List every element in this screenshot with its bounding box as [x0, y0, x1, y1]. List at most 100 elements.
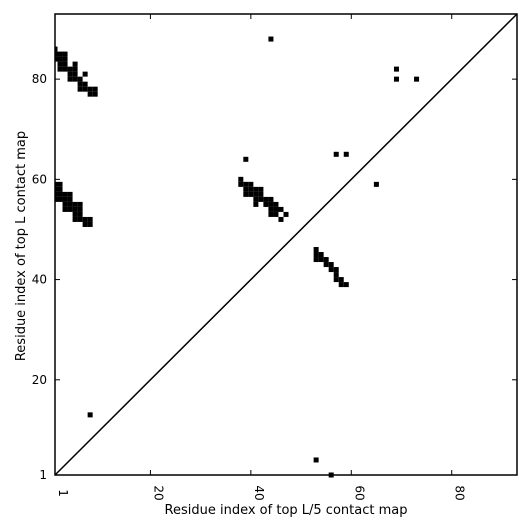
- contact-cell: [243, 181, 249, 187]
- contact-cell: [253, 196, 259, 202]
- y-tick-label: 20: [32, 373, 47, 387]
- contact-cell: [82, 86, 88, 92]
- contact-cell: [333, 151, 339, 157]
- contact-cell: [243, 156, 249, 162]
- y-tick-label: 1: [39, 468, 47, 482]
- contact-cell: [82, 216, 88, 222]
- x-tick-label: 20: [151, 485, 165, 500]
- contact-cell: [77, 216, 83, 222]
- contact-cell: [333, 277, 339, 283]
- contact-cell: [77, 81, 83, 87]
- contact-cell: [323, 257, 329, 263]
- contact-cell: [268, 201, 274, 207]
- y-axis-ticks: 1 20 40 60 80: [32, 72, 517, 482]
- plot-frame: [54, 13, 518, 476]
- contact-cell: [313, 252, 319, 258]
- contact-cell: [82, 221, 88, 227]
- contact-cell: [248, 191, 254, 197]
- contact-cell: [343, 282, 349, 288]
- contact-cell: [238, 176, 244, 182]
- contact-cell: [62, 196, 68, 202]
- contact-cell: [263, 196, 269, 202]
- contact-cell: [323, 262, 329, 268]
- contact-cell: [87, 216, 93, 222]
- contact-cell: [414, 76, 420, 82]
- contact-cells: [55, 36, 420, 478]
- contact-cell: [393, 76, 399, 82]
- contact-cell: [273, 201, 279, 207]
- contact-cell: [72, 216, 78, 222]
- contact-cell: [72, 211, 78, 217]
- contact-cell: [72, 71, 78, 77]
- contact-cell: [393, 66, 399, 72]
- contact-cell: [278, 216, 284, 222]
- contact-cell: [343, 151, 349, 157]
- y-tick-label: 60: [32, 172, 47, 186]
- contact-cell: [373, 181, 379, 187]
- contact-cell: [72, 66, 78, 72]
- contact-cell: [313, 257, 319, 263]
- contact-cell: [333, 267, 339, 273]
- x-tick-label: 80: [453, 485, 467, 500]
- contact-cell: [55, 196, 58, 202]
- contact-cell: [268, 206, 274, 212]
- contact-cell: [62, 61, 68, 67]
- contact-cell: [248, 186, 254, 192]
- contact-cell: [82, 81, 88, 87]
- contact-cell: [72, 201, 78, 207]
- contact-cell: [57, 56, 63, 62]
- contact-cell: [67, 196, 73, 202]
- contact-cell: [338, 282, 344, 288]
- contact-cell: [253, 191, 259, 197]
- contact-cell: [268, 211, 274, 217]
- contact-cell: [338, 277, 344, 283]
- contact-cell: [258, 196, 264, 202]
- contact-cell: [82, 71, 88, 77]
- contact-cell: [55, 186, 58, 192]
- contact-cell: [57, 66, 63, 72]
- contact-cell: [238, 181, 244, 187]
- contact-cell: [62, 201, 68, 207]
- x-axis-label: Residue index of top L/5 contact map: [165, 503, 408, 518]
- contact-cell: [77, 76, 83, 82]
- contact-cell: [273, 206, 279, 212]
- contact-cell: [258, 186, 264, 192]
- contact-cell: [313, 247, 319, 253]
- contact-cell: [62, 206, 68, 212]
- x-tick-label: 40: [252, 485, 266, 500]
- contact-cell: [253, 186, 259, 192]
- contact-cell: [55, 56, 58, 62]
- contact-cell: [283, 211, 289, 217]
- contact-cell: [278, 206, 284, 212]
- contact-cell: [92, 86, 98, 92]
- contact-cell: [258, 191, 264, 197]
- contact-cell: [87, 91, 93, 97]
- contact-cell: [67, 66, 73, 72]
- contact-cell: [57, 51, 63, 57]
- contact-cell: [87, 86, 93, 92]
- y-tick-label: 40: [32, 273, 47, 287]
- contact-cell: [243, 191, 249, 197]
- contact-cell: [67, 76, 73, 82]
- diagonal-line: [54, 13, 518, 476]
- contact-cell: [67, 201, 73, 207]
- contact-cell: [328, 267, 334, 273]
- contact-cell: [92, 91, 98, 97]
- contact-cell: [67, 191, 73, 197]
- contact-cell: [57, 181, 63, 187]
- contact-cell: [77, 86, 83, 92]
- contact-cell: [318, 257, 324, 263]
- contact-cell: [67, 71, 73, 77]
- y-axis-label: Residue index of top L contact map: [14, 131, 29, 361]
- x-tick-label: 60: [352, 485, 366, 500]
- contact-cell: [62, 51, 68, 57]
- contact-cell: [328, 262, 334, 268]
- contact-cell: [62, 191, 68, 197]
- contact-cell: [77, 206, 83, 212]
- contact-cell: [57, 191, 63, 197]
- contact-cell: [87, 412, 93, 418]
- contact-cell: [313, 457, 319, 463]
- contact-cell: [72, 206, 78, 212]
- contact-cell: [55, 181, 58, 187]
